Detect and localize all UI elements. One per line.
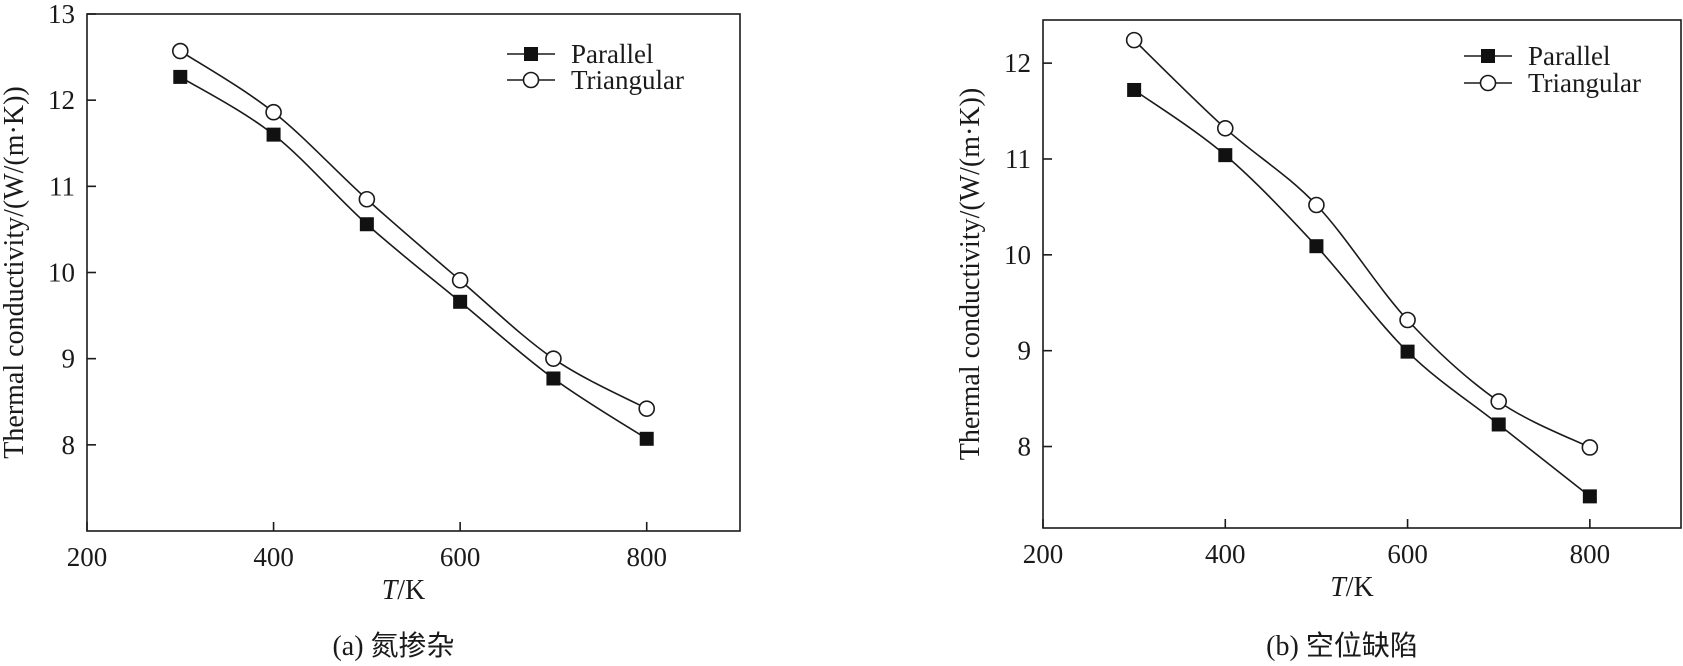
legend-circle-marker	[1479, 74, 1497, 92]
square-marker	[546, 371, 561, 386]
square-marker	[266, 127, 281, 142]
circle-marker	[1125, 31, 1143, 49]
x-axis-label: T/K	[382, 575, 426, 606]
x-tick-label: 800	[1570, 539, 1611, 569]
x-axis-label-unit: /K	[397, 575, 425, 606]
y-tick-label: 9	[1018, 336, 1032, 366]
square-marker	[1491, 417, 1506, 432]
circle-marker	[1216, 120, 1234, 137]
plot-frame	[1042, 19, 1682, 529]
circle-marker	[1490, 393, 1508, 410]
y-axis-label: Thermal conductivity/(W/(m·K))	[0, 86, 30, 458]
legend-label: Parallel	[571, 39, 653, 69]
x-axis-label: T/K	[1330, 572, 1374, 603]
y-tick-label: 11	[1005, 144, 1031, 174]
series-line-triangular	[179, 50, 648, 410]
square-marker	[639, 431, 654, 446]
square-marker	[453, 294, 468, 309]
chart-panel-a: 200 400 600 800 8 9 10 11 12 13 T/K Thermal conduct…	[0, 0, 741, 662]
x-axis-label-symbol: T	[382, 575, 400, 606]
square-marker	[1400, 344, 1415, 359]
chart-panel-b: 200 400 600 800 8 9 10 11 12 T/K Thermal conductiv…	[955, 19, 1682, 662]
y-tick-label: 9	[62, 344, 76, 374]
x-tick-label: 400	[253, 542, 294, 572]
circle-marker	[171, 42, 189, 60]
y-tick-label: 13	[48, 0, 75, 29]
square-marker	[1218, 148, 1233, 163]
x-axis-label-unit: /K	[1346, 572, 1374, 603]
circle-marker	[1581, 439, 1599, 456]
square-marker	[173, 69, 188, 84]
y-tick-label: 8	[1018, 432, 1032, 462]
x-axis-label-symbol: T	[1330, 572, 1348, 603]
y-tick-label: 12	[48, 85, 75, 115]
x-tick-label: 600	[1387, 539, 1428, 569]
circle-marker	[1399, 311, 1416, 329]
series-line-parallel	[179, 76, 648, 440]
figure-caption: (b) 空位缺陷	[1266, 630, 1418, 662]
y-axis-label: Thermal conductivity/(W/(m·K))	[955, 88, 986, 460]
square-marker	[1582, 489, 1597, 504]
circle-marker	[545, 350, 562, 367]
circle-marker	[358, 190, 376, 208]
y-tick-label: 10	[1004, 240, 1031, 270]
x-tick-label: 600	[440, 542, 481, 572]
y-tick-label: 12	[1004, 48, 1031, 78]
circle-marker	[451, 271, 469, 289]
square-marker	[1127, 82, 1142, 97]
legend-label: Triangular	[571, 65, 684, 95]
circle-marker	[638, 400, 656, 417]
square-marker	[359, 217, 374, 232]
y-tick-label: 10	[48, 258, 75, 288]
y-tick-label: 8	[62, 430, 76, 460]
square-marker	[1309, 239, 1324, 254]
legend-square-marker	[1481, 49, 1495, 63]
x-tick-label: 200	[1023, 539, 1064, 569]
circle-marker	[1308, 196, 1325, 214]
legend-label: Parallel	[1528, 41, 1610, 71]
x-tick-label: 800	[626, 542, 667, 572]
legend-square-marker	[524, 47, 538, 61]
legend-circle-marker	[522, 71, 540, 89]
circle-marker	[265, 103, 282, 121]
y-tick-label: 11	[49, 171, 75, 201]
x-tick-label: 400	[1205, 539, 1246, 569]
x-tick-label: 200	[67, 542, 108, 572]
legend-label: Triangular	[1528, 68, 1641, 98]
series-line-parallel	[1133, 89, 1591, 497]
figure-caption: (a) 氮掺杂	[332, 630, 454, 662]
series-line-triangular	[1133, 39, 1591, 449]
